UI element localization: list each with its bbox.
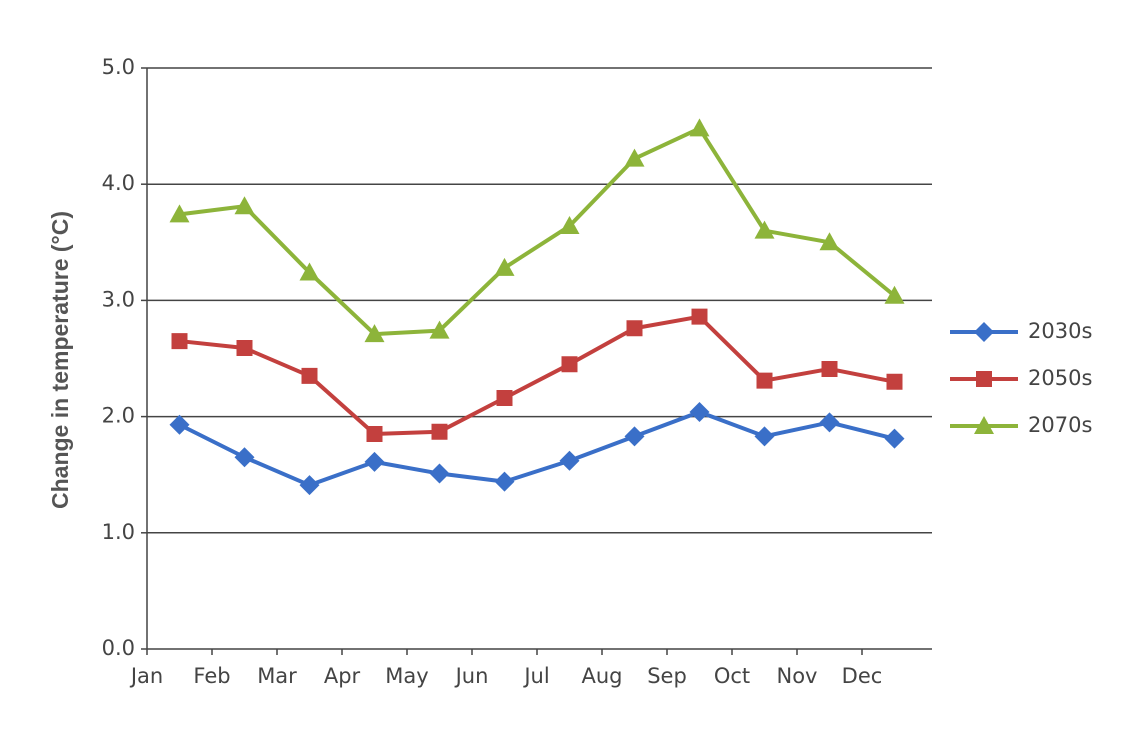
x-tick-label: Apr [324, 664, 361, 688]
data-point [559, 216, 580, 235]
x-tick-label: Sep [647, 664, 687, 688]
series-line [179, 314, 895, 437]
data-point [236, 340, 253, 357]
data-point [821, 360, 838, 377]
legend-label: 2030s [1028, 319, 1092, 343]
data-point [884, 285, 905, 304]
x-tick-label: May [385, 664, 428, 688]
y-tick-label: 3.0 [102, 287, 135, 311]
x-tick-label: Jan [129, 664, 163, 688]
x-tick-label: Oct [714, 664, 750, 688]
data-point [431, 423, 448, 440]
data-point [494, 471, 515, 492]
data-point [364, 451, 385, 472]
legend-marker [974, 416, 994, 434]
x-tick-label: Nov [777, 664, 818, 688]
legend-marker [974, 322, 994, 342]
data-point [171, 333, 188, 350]
legend-label: 2070s [1028, 413, 1092, 437]
data-point [624, 148, 645, 167]
data-point [626, 320, 643, 337]
data-point [819, 412, 840, 433]
data-point [819, 232, 840, 251]
y-tick-label: 4.0 [102, 171, 135, 195]
data-point [689, 401, 710, 422]
x-tick-label: Jun [454, 664, 489, 688]
data-point [624, 426, 645, 447]
x-tick-label: Mar [257, 664, 297, 688]
data-point [884, 428, 905, 449]
y-axis-label: Change in temperature (°C) [47, 211, 73, 509]
data-point [299, 262, 320, 281]
data-point [559, 450, 580, 471]
data-point [496, 390, 513, 407]
data-point [169, 414, 190, 435]
y-tick-label: 1.0 [102, 520, 135, 544]
data-point [364, 324, 385, 343]
y-tick-label: 0.0 [102, 636, 135, 660]
data-point [886, 373, 903, 390]
x-tick-label: Jul [522, 664, 549, 688]
series-line [178, 409, 895, 488]
data-point [169, 204, 190, 223]
legend-label: 2050s [1028, 366, 1092, 390]
x-tick-label: Dec [842, 664, 883, 688]
data-point [494, 257, 515, 276]
y-tick-label: 2.0 [102, 404, 135, 428]
data-point [299, 475, 320, 496]
data-point [234, 447, 255, 468]
data-point [301, 367, 318, 384]
data-point [754, 220, 775, 239]
data-point [689, 118, 710, 137]
data-point [691, 308, 708, 325]
series-line [179, 126, 896, 337]
data-point [234, 196, 255, 215]
data-point [366, 426, 383, 443]
data-point [429, 320, 450, 339]
data-point [561, 356, 578, 373]
data-point [756, 372, 773, 389]
legend-marker [976, 371, 992, 387]
x-tick-label: Aug [581, 664, 622, 688]
data-point [429, 463, 450, 484]
x-tick-label: Feb [193, 664, 230, 688]
data-point [754, 426, 775, 447]
y-tick-label: 5.0 [102, 55, 135, 79]
